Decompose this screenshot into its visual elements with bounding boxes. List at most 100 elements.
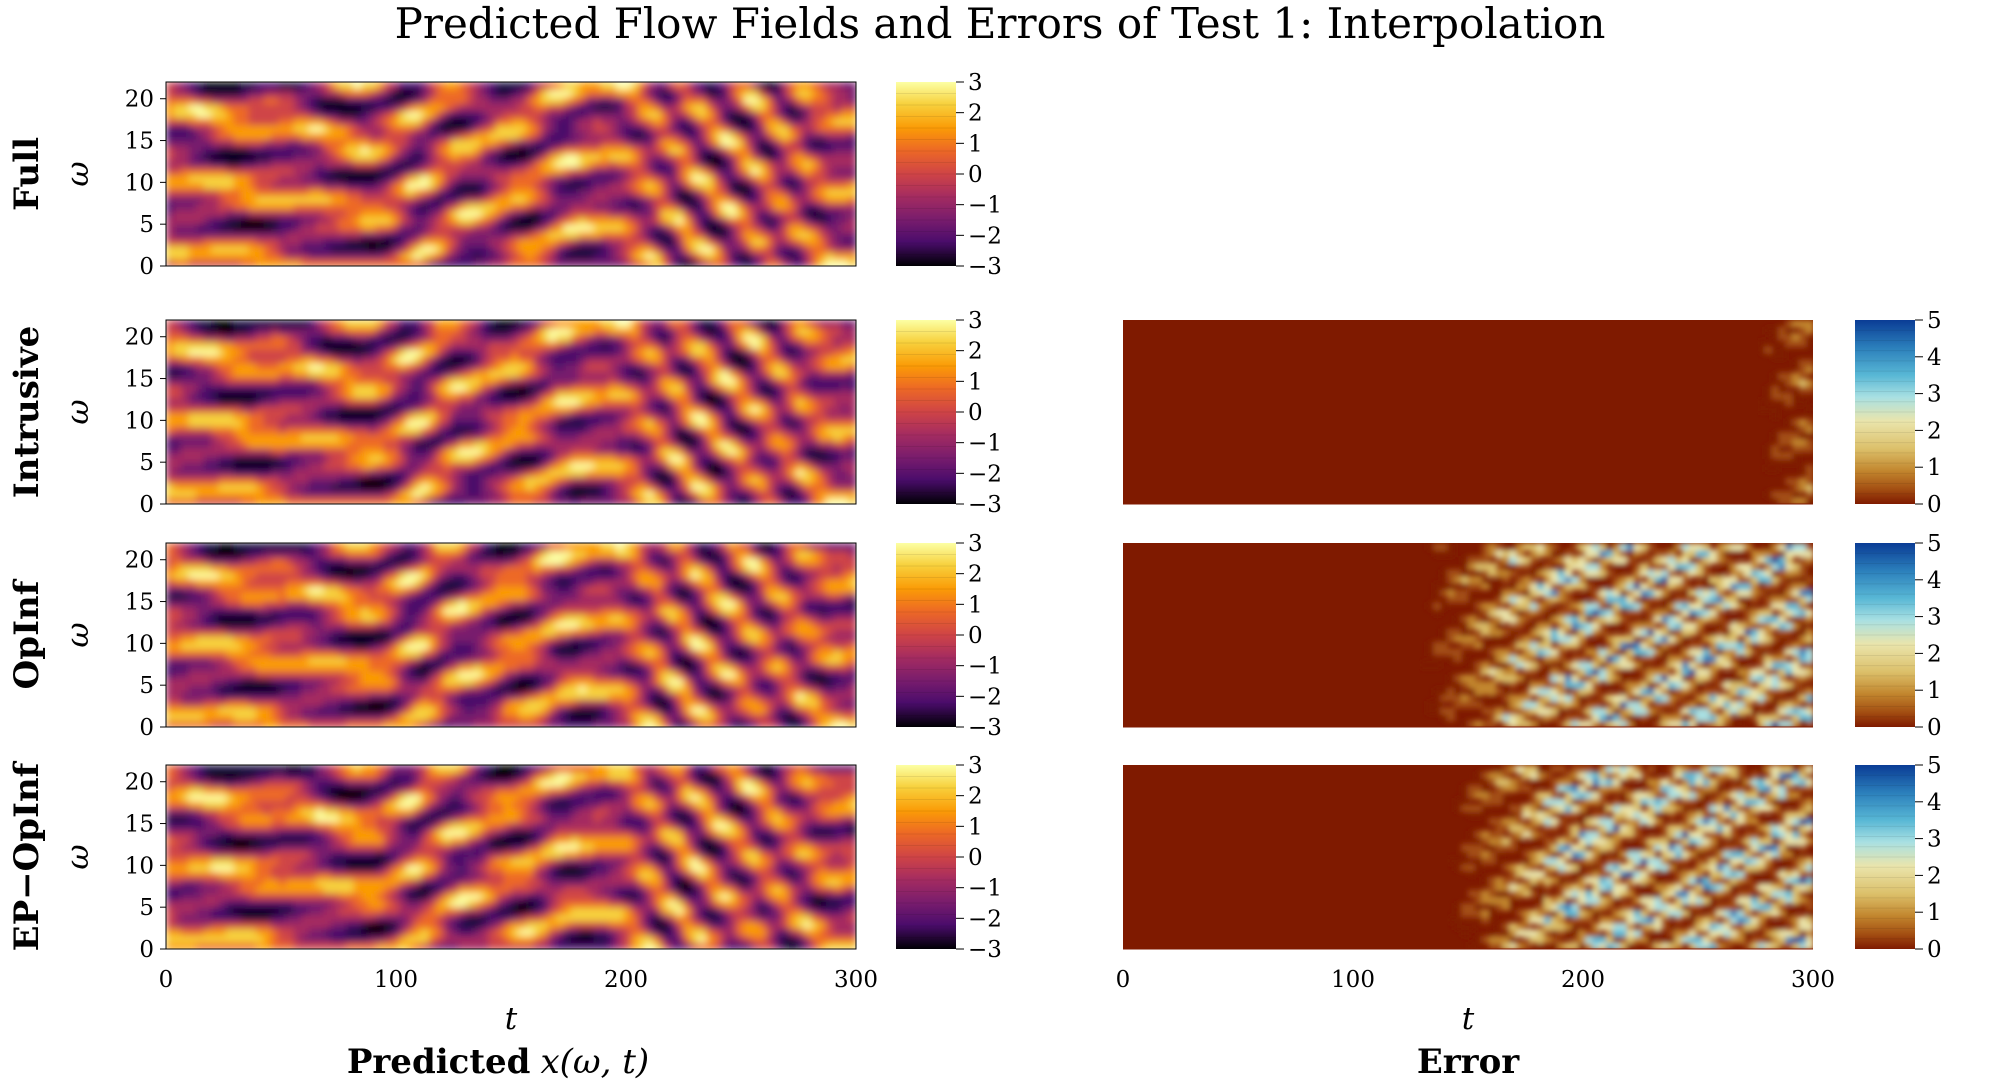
field-colorbar: 3 2 1 0 −1 −2 −3 — [896, 753, 1002, 963]
y-axis-label: ω — [60, 622, 96, 647]
colorbar-tick-label: 1 — [968, 369, 983, 395]
x-tick-label: 100 — [374, 967, 418, 993]
x-tick-label: 0 — [1116, 967, 1131, 993]
figure-title: Predicted Flow Fields and Errors of Test… — [395, 0, 1606, 48]
y-tick-label: 10 — [125, 408, 154, 434]
colorbar-tick-label: 4 — [1927, 790, 1942, 816]
colorbar-tick-label: −3 — [968, 492, 1002, 518]
y-tick-label: 15 — [125, 129, 154, 155]
x-tick-label: 200 — [604, 967, 648, 993]
y-tick-label: 15 — [125, 367, 154, 393]
colorbar-tick-label: 2 — [968, 562, 983, 588]
y-tick-label: 20 — [125, 87, 154, 113]
colorbar-tick-label: −2 — [968, 223, 1002, 249]
colorbar-tick-label: −3 — [968, 254, 1002, 280]
colorbar-tick-label: 2 — [968, 784, 983, 810]
colorbar-tick-label: 2 — [1927, 418, 1942, 444]
colorbar-tick-label: 5 — [1927, 531, 1942, 557]
y-tick-label: 15 — [125, 812, 154, 838]
x-axis-right: 0 100 200 300 t — [1116, 967, 1835, 1037]
colorbar-tick-label: 3 — [1927, 605, 1942, 631]
x-tick-label: 300 — [1791, 967, 1835, 993]
y-tick-label: 20 — [125, 548, 154, 574]
colorbar-tick-label: 1 — [968, 131, 983, 157]
error-panel-3: 5 4 3 2 1 0 — [1123, 753, 1942, 963]
colorbar-tick-label: −2 — [968, 461, 1002, 487]
bottom-left-label: Predicted x(ω, t) — [347, 1042, 649, 1080]
x-tick-label: 0 — [159, 967, 174, 993]
colorbar-gradient — [1855, 543, 1915, 727]
y-tick-label: 10 — [125, 631, 154, 657]
colorbar-tick-label: 0 — [968, 162, 983, 188]
colorbar-tick-label: 0 — [1927, 937, 1942, 963]
colorbar-tick-label: 2 — [968, 101, 983, 127]
colorbar-tick-label: 4 — [1927, 345, 1942, 371]
y-tick-label: 20 — [125, 770, 154, 796]
y-tick-label: 10 — [125, 170, 154, 196]
error-panel-1: 5 4 3 2 1 0 — [1123, 308, 1942, 518]
y-tick-label: 0 — [139, 937, 154, 963]
x-axis-label: t — [1462, 1001, 1475, 1037]
error-heatmap — [1123, 765, 1813, 949]
colorbar-tick-label: 5 — [1927, 308, 1942, 334]
error-heatmap — [1123, 543, 1813, 727]
field-frame — [165, 542, 857, 728]
field-colorbar: 3 2 1 0 −1 −2 −3 — [896, 531, 1002, 741]
colorbar-tick-label: 0 — [1927, 492, 1942, 518]
error-colorbar: 5 4 3 2 1 0 — [1855, 531, 1942, 741]
colorbar-tick-label: 3 — [968, 308, 983, 334]
colorbar-tick-label: 3 — [968, 531, 983, 557]
colorbar-tick-label: −3 — [968, 715, 1002, 741]
colorbar-tick-label: 4 — [1927, 568, 1942, 594]
y-axis-label: ω — [60, 399, 96, 424]
colorbar-tick-label: −2 — [968, 684, 1002, 710]
colorbar-gradient — [896, 543, 956, 727]
error-panel-2: 5 4 3 2 1 0 — [1123, 531, 1942, 741]
colorbar-tick-label: 3 — [1927, 827, 1942, 853]
x-tick-label: 100 — [1331, 967, 1375, 993]
colorbar-tick-label: −1 — [968, 876, 1002, 902]
y-tick-label: 5 — [139, 673, 154, 699]
x-axis-left: 0 100 200 300 t — [159, 967, 878, 1037]
y-tick-label: 20 — [125, 325, 154, 351]
colorbar-tick-label: 2 — [968, 339, 983, 365]
field-frame — [165, 319, 857, 505]
colorbar-tick-label: 0 — [968, 623, 983, 649]
colorbar-tick-label: 3 — [1927, 382, 1942, 408]
colorbar-tick-label: 2 — [1927, 641, 1942, 667]
colorbar-tick-label: 1 — [1927, 678, 1942, 704]
field-heatmap — [166, 82, 856, 266]
field-colorbar: 3 2 1 0 −1 −2 −3 — [896, 308, 1002, 518]
field-heatmap — [166, 765, 856, 949]
colorbar-tick-label: −1 — [968, 431, 1002, 457]
y-tick-label: 10 — [125, 853, 154, 879]
field-frame — [165, 81, 857, 267]
x-axis-label: t — [505, 1001, 518, 1037]
field-heatmap — [166, 320, 856, 504]
colorbar-tick-label: 5 — [1927, 753, 1942, 779]
y-tick-label: 0 — [139, 492, 154, 518]
y-tick-label: 0 — [139, 254, 154, 280]
x-tick-label: 200 — [1561, 967, 1605, 993]
error-colorbar: 5 4 3 2 1 0 — [1855, 308, 1942, 518]
colorbar-gradient — [896, 82, 956, 266]
colorbar-tick-label: 2 — [1927, 863, 1942, 889]
field-heatmap — [166, 543, 856, 727]
colorbar-tick-label: −3 — [968, 937, 1002, 963]
colorbar-tick-label: 0 — [968, 845, 983, 871]
colorbar-tick-label: 3 — [968, 753, 983, 779]
panels: 05101520ωFull3210−1−2−305101520ωIntrusiv… — [7, 70, 1942, 1037]
error-heatmap — [1123, 320, 1813, 504]
colorbar-tick-label: 0 — [968, 400, 983, 426]
y-axis-label: ω — [60, 844, 96, 869]
colorbar-gradient — [896, 320, 956, 504]
colorbar-tick-label: 1 — [968, 814, 983, 840]
x-tick-label: 300 — [834, 967, 878, 993]
colorbar-tick-label: 1 — [968, 592, 983, 618]
y-tick-label: 5 — [139, 450, 154, 476]
